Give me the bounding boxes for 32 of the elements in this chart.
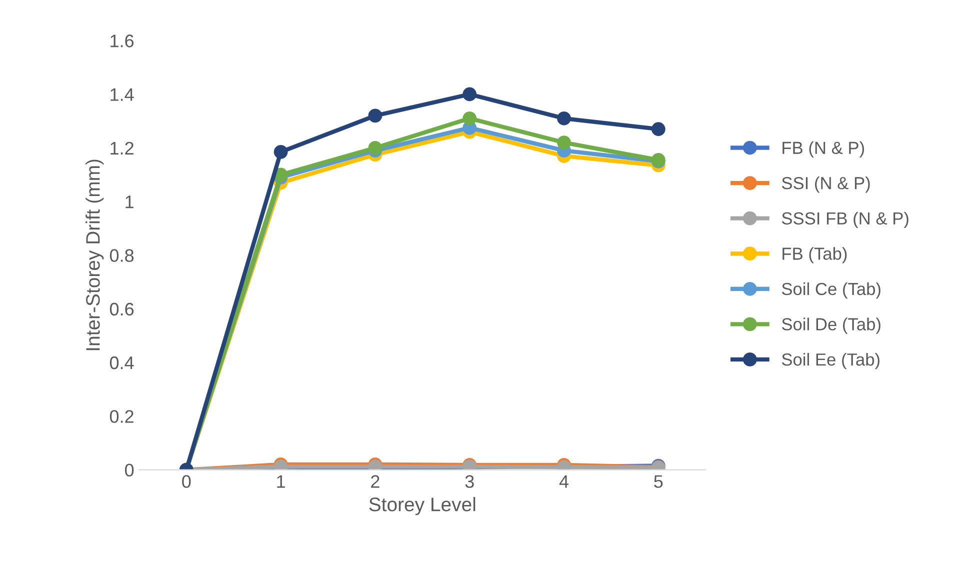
legend-label: Soil De (Tab) bbox=[782, 318, 880, 334]
y-tick-label: 1 bbox=[126, 196, 134, 208]
x-axis-title: Storey Level bbox=[369, 497, 476, 516]
point bbox=[368, 108, 382, 123]
legend-label: FB (N & P) bbox=[782, 141, 864, 158]
y-tick-label: 0.2 bbox=[110, 410, 134, 423]
x-tick-label: 2 bbox=[371, 475, 380, 488]
x-tick-label: 0 bbox=[182, 475, 191, 488]
legend-label: Soil Ce (Tab) bbox=[782, 282, 880, 299]
y-axis-title: Inter-Storey Drift (mm) bbox=[86, 160, 104, 350]
y-tick-label: 0 bbox=[125, 464, 134, 477]
point bbox=[651, 122, 666, 136]
legend-label: Soil Ee (Tab) bbox=[782, 352, 880, 370]
point bbox=[368, 140, 382, 155]
y-tick-label: 0.4 bbox=[110, 356, 134, 370]
x-tick-label: 5 bbox=[654, 475, 663, 488]
x-tick-label: 1 bbox=[277, 475, 285, 488]
y-tick-label: 1.6 bbox=[110, 34, 134, 48]
point bbox=[274, 144, 288, 159]
y-tick-label: 0.6 bbox=[110, 302, 134, 316]
y-tick-label: 1.2 bbox=[110, 142, 134, 154]
point bbox=[557, 136, 571, 150]
point bbox=[462, 111, 477, 126]
y-tick-label: 0.8 bbox=[110, 249, 134, 262]
legend-label: FB (Tab) bbox=[782, 247, 847, 264]
legend-label: SSSI FB (N & P) bbox=[782, 212, 908, 228]
y-tick-label: 1.4 bbox=[110, 88, 134, 101]
legend-label: SSI (N & P) bbox=[782, 176, 870, 193]
x-tick-label: 3 bbox=[465, 475, 474, 488]
point bbox=[462, 87, 477, 102]
point bbox=[557, 111, 571, 126]
x-tick-label: 4 bbox=[559, 475, 568, 488]
